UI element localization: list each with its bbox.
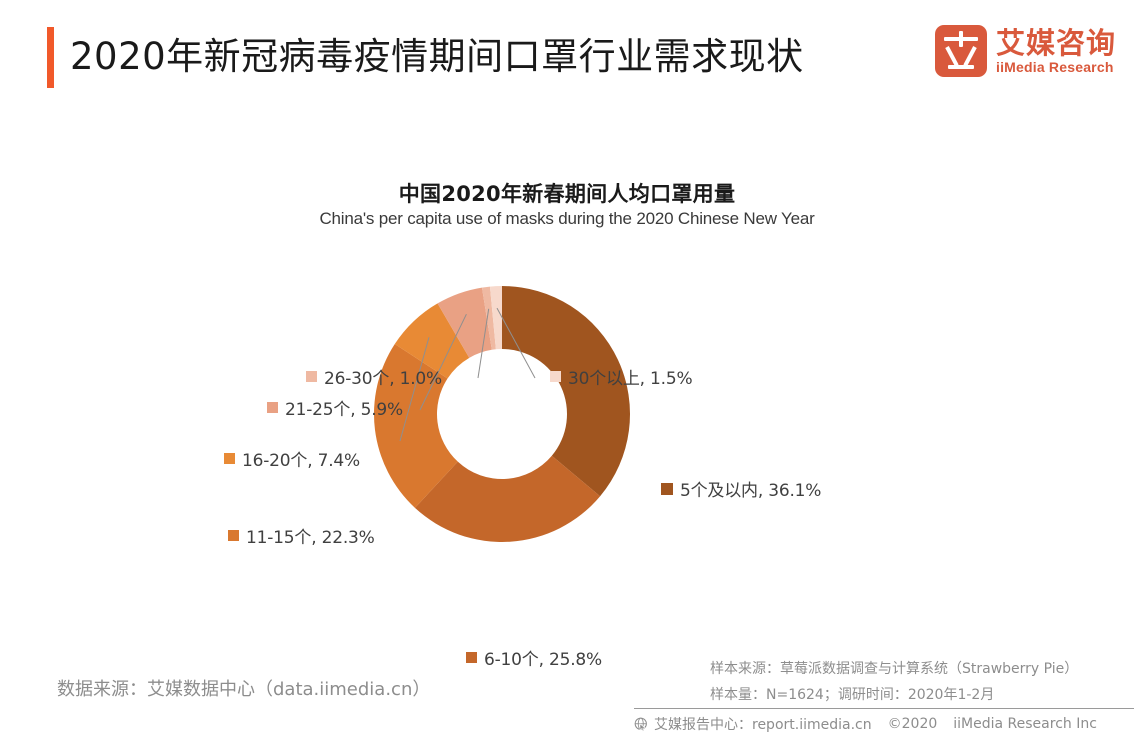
title-accent-bar: [47, 27, 54, 88]
brand-logo-text: 艾媒咨询 iiMedia Research: [996, 27, 1116, 76]
sample-size-note: 样本量：N=1624；调研时间：2020年1-2月: [710, 687, 995, 703]
donut-slice[interactable]: [481, 286, 496, 350]
leader-line: [496, 307, 536, 379]
data-label-21-25: 21-25个, 5.9%: [267, 395, 403, 420]
iimedia-logo-icon: [934, 25, 987, 77]
legend-swatch-21-25: [267, 402, 278, 413]
sample-source-note: 样本来源：草莓派数据调查与计算系统（Strawberry Pie）: [710, 661, 1079, 677]
donut-chart: 5个及以内, 36.1% 6-10个, 25.8% 11-15个, 22.3% …: [0, 110, 1134, 670]
globe-cursor-icon: [634, 717, 647, 731]
brand-logo: 艾媒咨询 iiMedia Research: [934, 25, 1116, 77]
donut-slice[interactable]: [489, 286, 502, 350]
company-text: iiMedia Research Inc: [953, 716, 1097, 732]
page-title: 2020年新冠病毒疫情期间口罩行业需求现状: [70, 35, 804, 78]
brand-name-cn: 艾媒咨询: [995, 25, 1116, 60]
data-label-30-plus: 30个以上, 1.5%: [550, 364, 693, 389]
legend-swatch-16-20: [224, 453, 235, 464]
report-center-text: 艾媒报告中心：report.iimedia.cn: [654, 717, 872, 733]
chart-title: 中国2020年新春期间人均口罩用量: [398, 182, 736, 206]
leader-line: [399, 337, 430, 442]
leader-line: [477, 308, 490, 379]
data-label-text: 21-25个, 5.9%: [285, 400, 403, 420]
data-label-text: 11-15个, 22.3%: [246, 528, 375, 548]
legend-swatch-6-10: [466, 652, 477, 663]
data-label-11-15: 11-15个, 22.3%: [228, 523, 375, 548]
footer-divider: [634, 708, 1134, 709]
donut-slice[interactable]: [502, 286, 630, 497]
donut-chart-svg: [374, 286, 630, 542]
data-label-text: 16-20个, 7.4%: [242, 451, 360, 471]
legend-swatch-26-30: [306, 371, 317, 382]
slide-footer: 数据来源：艾媒数据中心（data.iimedia.cn） 样本来源：草莓派数据调…: [0, 630, 1134, 737]
footer-credit-bar: 艾媒报告中心：report.iimedia.cn ©2020 iiMedia R…: [634, 712, 1134, 736]
legend-swatch-5-or-less: [661, 482, 673, 495]
data-label-16-20: 16-20个, 7.4%: [224, 446, 360, 471]
donut-slice[interactable]: [414, 455, 601, 542]
data-label-26-30: 26-30个, 1.0%: [306, 364, 442, 389]
data-label-text: 26-30个, 1.0%: [324, 369, 442, 389]
leader-line: [419, 313, 467, 411]
leader-lines: [399, 307, 536, 442]
legend-swatch-11-15: [228, 530, 239, 541]
donut-slices: [374, 286, 630, 542]
legend-swatch-30-plus: [550, 371, 561, 382]
donut-slice[interactable]: [374, 344, 458, 508]
chart-area: 中国2020年新春期间人均口罩用量 China's per capita use…: [0, 110, 1134, 670]
brand-name-en: iiMedia Research: [995, 58, 1114, 75]
data-label-text: 6-10个, 25.8%: [484, 650, 602, 670]
copyright-text: ©2020: [887, 716, 938, 732]
data-label-5-or-less: 5个及以内, 36.1%: [661, 476, 821, 501]
slide-header: 2020年新冠病毒疫情期间口罩行业需求现状 艾媒咨询 iiMedia Resea…: [0, 0, 1134, 110]
data-label-text: 30个以上, 1.5%: [568, 369, 693, 389]
data-label-6-10: 6-10个, 25.8%: [466, 645, 602, 670]
donut-slice[interactable]: [394, 303, 470, 379]
data-source-note: 数据来源：艾媒数据中心（data.iimedia.cn）: [57, 679, 431, 700]
donut-slice[interactable]: [437, 287, 492, 358]
data-label-text: 5个及以内, 36.1%: [680, 481, 822, 501]
chart-subtitle: China's per capita use of masks during t…: [319, 209, 815, 228]
